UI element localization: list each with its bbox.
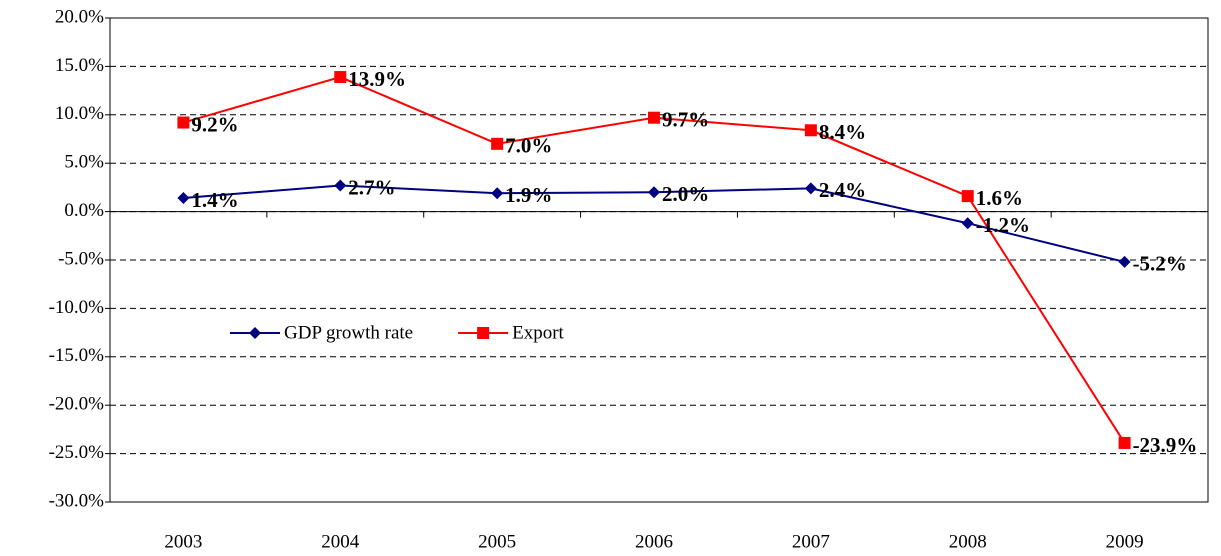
marker <box>648 186 660 199</box>
marker <box>804 182 817 195</box>
data-label: 1.6% <box>976 186 1023 210</box>
y-tick-label: -30.0% <box>49 490 105 511</box>
data-label: 1.9% <box>505 183 552 207</box>
marker <box>1118 436 1131 449</box>
data-label: -23.9% <box>1133 433 1198 457</box>
y-tick-label: 20.0% <box>55 6 104 27</box>
data-label: 2.7% <box>348 175 395 199</box>
data-label: 2.0% <box>662 182 709 206</box>
x-tick-label: 2003 <box>164 531 202 552</box>
y-tick-label: 10.0% <box>55 103 104 124</box>
y-tick-label: -20.0% <box>49 394 105 415</box>
data-label: 13.9% <box>348 67 406 91</box>
marker <box>961 190 974 203</box>
legend-label: GDP growth rate <box>284 322 413 343</box>
marker <box>177 116 190 129</box>
marker <box>334 179 347 192</box>
y-tick-label: -5.0% <box>58 248 104 269</box>
marker <box>477 327 490 339</box>
x-tick-label: 2005 <box>478 531 516 552</box>
y-tick-label: 5.0% <box>64 152 104 173</box>
marker <box>961 217 974 230</box>
data-label: 9.7% <box>662 108 709 132</box>
legend-label: Export <box>512 322 564 343</box>
data-label: -5.2% <box>1133 252 1187 276</box>
x-tick-label: 2006 <box>635 531 673 552</box>
x-tick-label: 2007 <box>792 531 830 552</box>
legend-item: GDP growth rate <box>230 322 413 343</box>
marker <box>334 71 347 84</box>
data-label: 1.4% <box>191 188 238 212</box>
marker <box>648 111 660 124</box>
data-label: 2.4% <box>819 178 866 202</box>
y-tick-label: -25.0% <box>49 442 105 463</box>
marker <box>804 124 817 137</box>
x-tick-label: 2009 <box>1106 531 1144 552</box>
data-label: 9.2% <box>191 112 238 136</box>
marker <box>491 187 504 200</box>
data-label: 7.0% <box>505 134 552 158</box>
y-tick-label: -10.0% <box>49 297 105 318</box>
y-tick-label: 0.0% <box>64 200 104 221</box>
x-tick-label: 2008 <box>949 531 987 552</box>
marker <box>249 327 261 339</box>
marker <box>1118 255 1131 268</box>
data-label: -1.2% <box>976 213 1030 237</box>
y-tick-label: -15.0% <box>49 345 105 366</box>
plot-border <box>109 17 1209 503</box>
data-label: 8.4% <box>819 120 866 144</box>
marker <box>177 192 190 205</box>
x-tick-label: 2004 <box>321 531 360 552</box>
y-tick-label: 15.0% <box>55 55 104 76</box>
marker <box>491 137 504 150</box>
legend-item: Export <box>458 322 565 343</box>
